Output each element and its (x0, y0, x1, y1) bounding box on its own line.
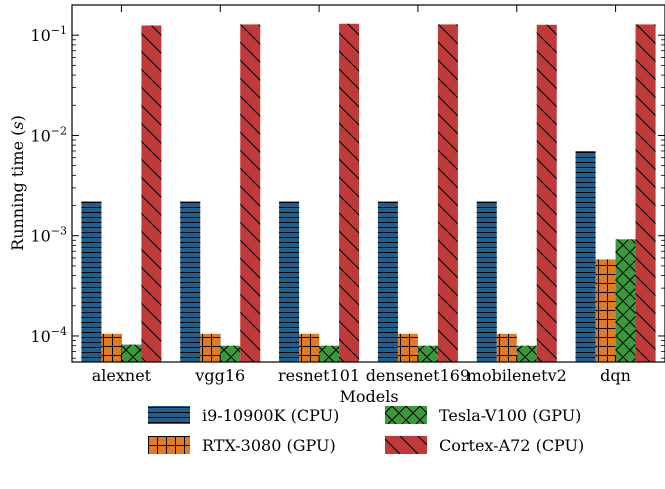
bar-hatch (377, 201, 398, 362)
x-tick-label-vgg16: vgg16 (194, 366, 245, 385)
x-tick-label-resnet101: resnet101 (278, 366, 360, 385)
plot-frame (71, 4, 665, 363)
legend-label: RTX-3080 (GPU) (202, 436, 336, 455)
x-tick-label-alexnet: alexnet (92, 366, 152, 385)
legend-label: Cortex-A72 (CPU) (439, 436, 584, 455)
y-tick-label: 10−4 (30, 325, 67, 346)
x-tick-label-mobilenetv2: mobilenetv2 (467, 366, 567, 385)
bar-hatch (319, 345, 340, 362)
bar-hatch (536, 24, 557, 362)
legend-label: Tesla-V100 (GPU) (439, 406, 581, 425)
legend-swatch-hatch (148, 406, 190, 424)
legend: i9-10900K (CPU) RTX-3080 (GPU) Tesla-V100 … (148, 406, 584, 455)
bar-hatch (417, 345, 438, 362)
bar-hatch (141, 25, 162, 362)
bar-hatch (121, 344, 142, 362)
bar-hatch (476, 201, 497, 362)
legend-swatch-hatch (385, 406, 427, 424)
y-tick-label: 10−2 (30, 124, 67, 145)
legend-item-4: Cortex-A72 (CPU) (385, 436, 584, 455)
legend-label: i9-10900K (CPU) (202, 406, 339, 425)
bar-hatch (200, 333, 221, 362)
bar-hatch (220, 345, 241, 362)
bar-hatch (339, 23, 360, 363)
bars-group (81, 23, 656, 363)
bar-hatch (635, 24, 656, 363)
bar-hatch (516, 345, 537, 362)
bar-hatch (279, 201, 300, 362)
x-tick-label-dqn: dqn (600, 366, 631, 385)
bar-hatch (496, 333, 517, 362)
y-tick-label: 10−1 (30, 24, 67, 45)
bar-hatch (299, 333, 320, 362)
x-tick-label-densenet169: densenet169 (366, 366, 470, 385)
legend-swatch-hatch (385, 436, 427, 454)
bar-hatch (101, 333, 122, 362)
y-axis-label: Running time (s) (8, 115, 27, 251)
y-tick-label: 10−3 (30, 225, 67, 246)
bar-hatch (437, 24, 458, 363)
bar-hatch (575, 150, 596, 362)
bar-hatch (615, 239, 636, 362)
bar-hatch (397, 333, 418, 362)
legend-item-2: RTX-3080 (GPU) (148, 436, 336, 455)
bar-hatch (81, 201, 102, 362)
x-axis-label: Models (339, 387, 398, 406)
legend-swatch-hatch (148, 436, 190, 454)
legend-item-1: i9-10900K (CPU) (148, 406, 339, 425)
axes-group: 10−4 10−3 10−2 10−1 alexnet vgg16 resnet101 den… (30, 4, 665, 385)
legend-item-3: Tesla-V100 (GPU) (385, 406, 581, 425)
bar-hatch (180, 201, 201, 362)
bar-hatch (240, 24, 261, 363)
bar-hatch (595, 259, 616, 362)
